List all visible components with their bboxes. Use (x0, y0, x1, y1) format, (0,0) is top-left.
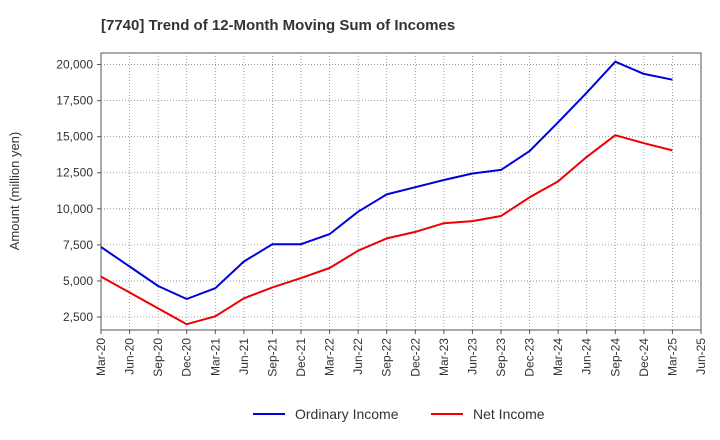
y-tick-label: 10,000 (56, 202, 93, 216)
y-axis-label: Amount (million yen) (7, 132, 22, 251)
grid (101, 53, 701, 330)
x-tick-label: Mar-24 (551, 338, 565, 376)
x-tick-label: Dec-21 (294, 338, 308, 377)
x-tick-label: Sep-20 (151, 338, 165, 377)
x-tick-label: Sep-21 (265, 338, 279, 377)
series-line-net-income (100, 134, 673, 326)
y-tick-label: 5,000 (63, 274, 93, 288)
legend-label: Net Income (473, 406, 545, 422)
x-tick-label: Jun-21 (237, 338, 251, 375)
legend: Ordinary Income Net Income (253, 406, 545, 422)
series-group (100, 60, 673, 326)
legend-label: Ordinary Income (295, 406, 399, 422)
x-tick-label: Dec-20 (180, 338, 194, 377)
y-tick-label: 15,000 (56, 130, 93, 144)
x-tick-label: Jun-24 (580, 338, 594, 375)
y-tick-label: 7,500 (63, 238, 93, 252)
x-tick-label: Mar-25 (665, 338, 679, 376)
x-tick-label: Mar-20 (94, 338, 108, 376)
x-tick-label: Dec-22 (408, 338, 422, 377)
series-line-ordinary-income (100, 60, 673, 300)
x-axis: Mar-20 Jun-20 Sep-20 Dec-20 Mar-21 Jun-21 Sep-… (94, 330, 708, 377)
y-tick-label: 12,500 (56, 166, 93, 180)
y-tick-label: 17,500 (56, 94, 93, 108)
x-tick-label: Mar-21 (208, 338, 222, 376)
x-tick-label: Sep-24 (608, 338, 622, 377)
x-tick-label: Dec-24 (637, 338, 651, 377)
x-tick-label: Dec-23 (523, 338, 537, 377)
chart-title: [7740] Trend of 12-Month Moving Sum of I… (101, 17, 455, 34)
y-tick-label: 2,500 (63, 310, 93, 324)
y-axis: 2,500 5,000 7,500 10,000 12,500 15,000 17,500 2… (56, 58, 101, 324)
x-tick-label: Jun-22 (351, 338, 365, 375)
x-tick-label: Mar-22 (323, 338, 337, 376)
x-tick-label: Jun-23 (465, 338, 479, 375)
y-tick-label: 20,000 (56, 58, 93, 72)
x-tick-label: Mar-23 (437, 338, 451, 376)
x-tick-label: Jun-20 (123, 338, 137, 375)
x-tick-label: Sep-23 (494, 338, 508, 377)
x-tick-label: Jun-25 (694, 338, 708, 375)
x-tick-label: Sep-22 (380, 338, 394, 377)
